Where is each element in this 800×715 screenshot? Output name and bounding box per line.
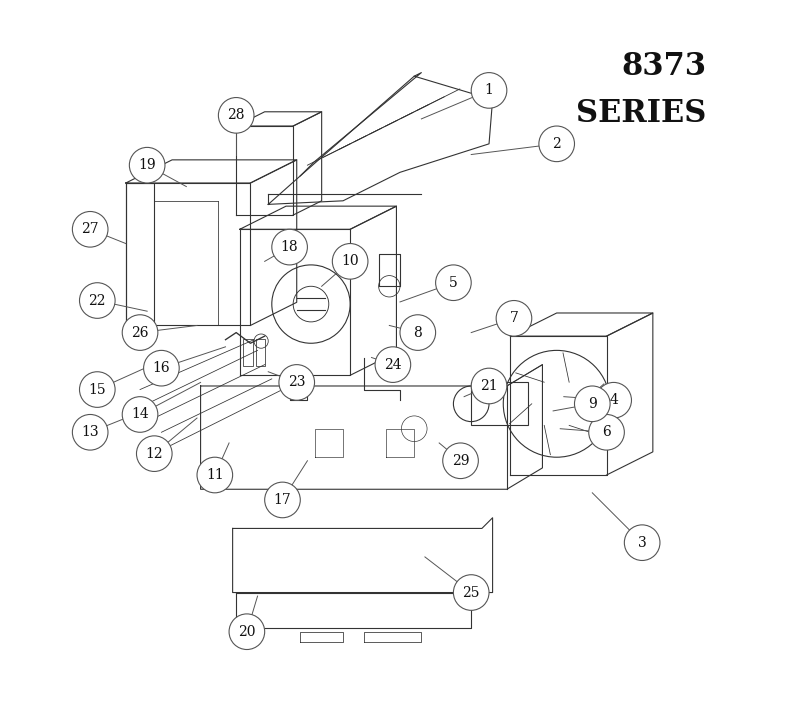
Bar bbox=[471, 383, 528, 425]
Circle shape bbox=[218, 97, 254, 133]
Text: 8: 8 bbox=[414, 325, 422, 340]
Circle shape bbox=[265, 482, 300, 518]
Circle shape bbox=[589, 415, 624, 450]
Bar bbox=[243, 339, 253, 366]
Text: 6: 6 bbox=[602, 425, 611, 439]
Text: 28: 28 bbox=[227, 109, 245, 122]
Circle shape bbox=[471, 368, 507, 404]
Text: 24: 24 bbox=[384, 358, 402, 372]
Circle shape bbox=[454, 575, 489, 611]
Text: SERIES: SERIES bbox=[576, 97, 706, 129]
Circle shape bbox=[79, 282, 115, 318]
Circle shape bbox=[624, 525, 660, 561]
Text: 16: 16 bbox=[153, 361, 170, 375]
Text: 9: 9 bbox=[588, 397, 597, 411]
Text: 14: 14 bbox=[131, 408, 149, 421]
Text: 26: 26 bbox=[131, 325, 149, 340]
Text: 13: 13 bbox=[82, 425, 99, 439]
Text: 18: 18 bbox=[281, 240, 298, 254]
Circle shape bbox=[272, 230, 307, 265]
Circle shape bbox=[496, 300, 532, 336]
Circle shape bbox=[539, 126, 574, 162]
Circle shape bbox=[332, 244, 368, 279]
Circle shape bbox=[143, 350, 179, 386]
Text: 2: 2 bbox=[552, 137, 561, 151]
Circle shape bbox=[72, 415, 108, 450]
Text: 11: 11 bbox=[206, 468, 224, 482]
Text: 29: 29 bbox=[452, 454, 470, 468]
Bar bbox=[256, 339, 266, 366]
Text: 25: 25 bbox=[462, 586, 480, 600]
Circle shape bbox=[442, 443, 478, 478]
Text: 19: 19 bbox=[138, 158, 156, 172]
Circle shape bbox=[130, 147, 165, 183]
Text: 5: 5 bbox=[449, 276, 458, 290]
Circle shape bbox=[471, 73, 507, 108]
Circle shape bbox=[79, 372, 115, 408]
Circle shape bbox=[436, 265, 471, 300]
Circle shape bbox=[400, 315, 436, 350]
Circle shape bbox=[279, 365, 314, 400]
Text: 27: 27 bbox=[82, 222, 99, 236]
Text: 23: 23 bbox=[288, 375, 306, 390]
Text: 8373: 8373 bbox=[621, 51, 706, 82]
Text: 17: 17 bbox=[274, 493, 291, 507]
Circle shape bbox=[596, 383, 631, 418]
Text: 3: 3 bbox=[638, 536, 646, 550]
Text: 12: 12 bbox=[146, 447, 163, 460]
Circle shape bbox=[122, 397, 158, 433]
Text: 7: 7 bbox=[510, 311, 518, 325]
Circle shape bbox=[229, 614, 265, 649]
Text: 21: 21 bbox=[480, 379, 498, 393]
Circle shape bbox=[72, 212, 108, 247]
Text: 22: 22 bbox=[89, 294, 106, 307]
Text: 20: 20 bbox=[238, 625, 256, 638]
Circle shape bbox=[574, 386, 610, 422]
Text: 10: 10 bbox=[342, 255, 359, 268]
Text: 1: 1 bbox=[485, 84, 494, 97]
Circle shape bbox=[375, 347, 410, 383]
Circle shape bbox=[197, 457, 233, 493]
Text: 15: 15 bbox=[89, 383, 106, 397]
Circle shape bbox=[137, 436, 172, 471]
Text: 4: 4 bbox=[610, 393, 618, 408]
Circle shape bbox=[122, 315, 158, 350]
